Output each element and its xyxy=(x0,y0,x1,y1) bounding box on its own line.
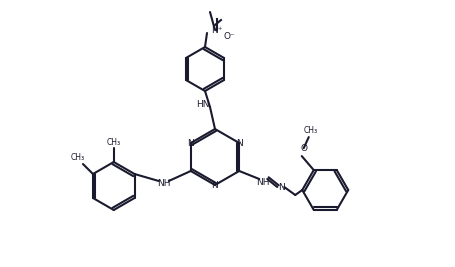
Text: O⁻: O⁻ xyxy=(222,32,234,41)
Text: O: O xyxy=(299,144,307,152)
Text: CH₃: CH₃ xyxy=(71,152,85,162)
Text: CH₃: CH₃ xyxy=(303,125,317,135)
Text: N: N xyxy=(277,183,284,191)
Text: N: N xyxy=(211,180,218,190)
Text: NH: NH xyxy=(157,179,170,189)
Text: HN: HN xyxy=(196,100,209,108)
Text: CH₃: CH₃ xyxy=(106,138,121,147)
Text: N: N xyxy=(235,139,242,147)
Text: N⁺: N⁺ xyxy=(211,26,222,34)
Text: NH: NH xyxy=(256,178,269,187)
Text: N: N xyxy=(187,139,194,147)
